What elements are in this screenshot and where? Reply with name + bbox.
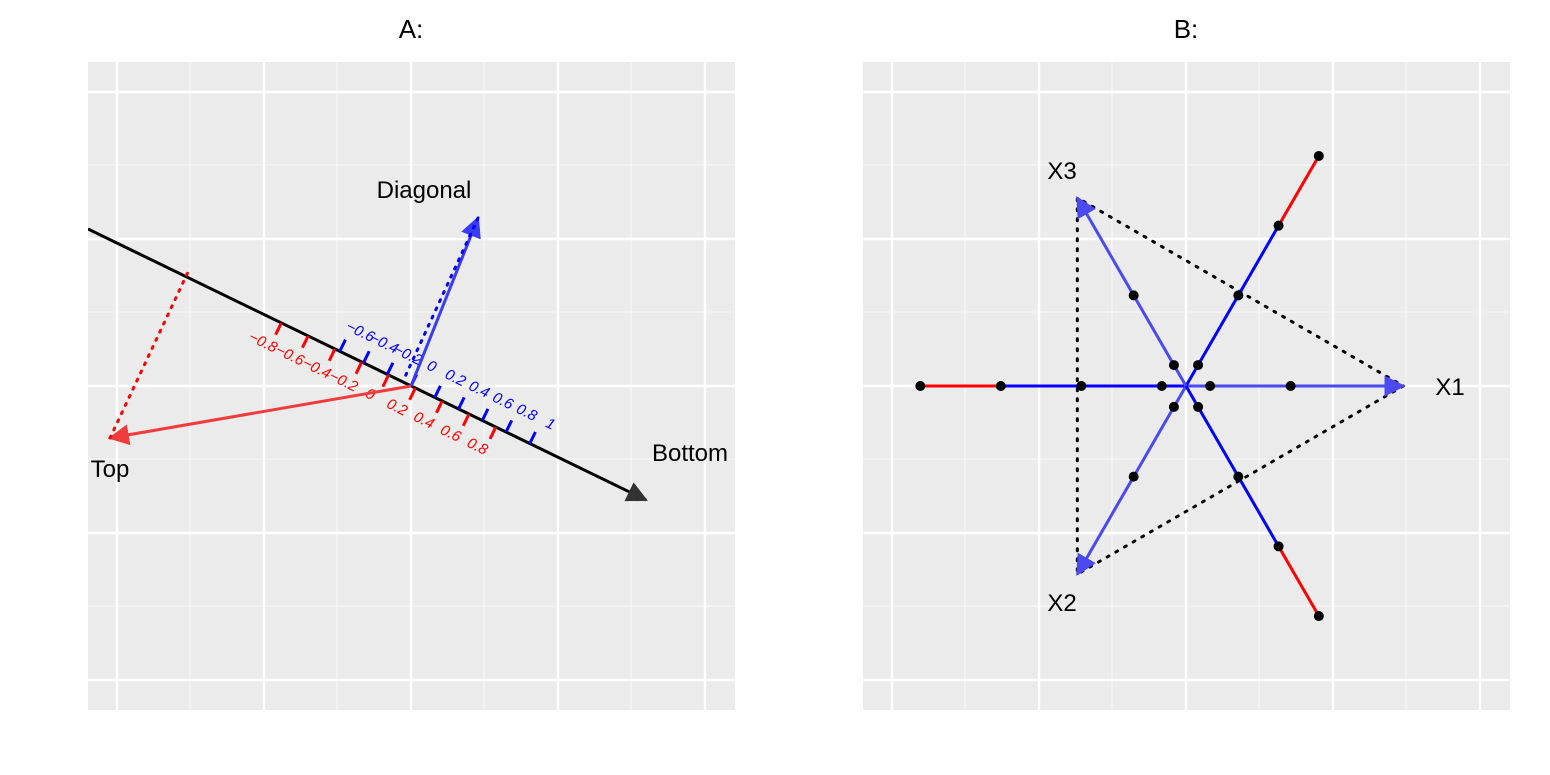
axis-extension-x3 <box>1277 545 1321 617</box>
red-tick-mark <box>381 374 390 388</box>
panel-a-title: A: <box>399 14 424 44</box>
vector-label-bottom: Bottom <box>652 440 728 467</box>
panel-b-content <box>915 150 1407 622</box>
blue-tick-mark <box>457 396 466 410</box>
panel-b-title: B: <box>1174 14 1199 44</box>
panel-a: A: −0.6−0.4−0.2 0 0.20.40.60.8 1−0.8−0.6−0.… <box>88 14 735 710</box>
axis-point-x2 <box>1193 360 1204 371</box>
red-tick-mark <box>488 426 498 440</box>
red-tick-mark <box>408 387 417 401</box>
vector-label-x3: X3 <box>1047 158 1076 185</box>
axis-segment-x3 <box>1184 385 1280 548</box>
panel-b: B: X1 X2 X3 <box>863 14 1510 710</box>
blue-tick-mark <box>362 350 371 364</box>
axis-point-x1 <box>1205 381 1216 391</box>
vector-label-top: Top <box>91 456 130 483</box>
axis-point-x2 <box>1128 471 1139 482</box>
axis-point-x3 <box>1273 541 1284 552</box>
blue-tick-mark <box>338 339 347 353</box>
axis-point-x3 <box>1193 401 1204 412</box>
axis-point-x3 <box>1168 360 1179 371</box>
axis-point-x1 <box>915 381 926 391</box>
red-tick-mark <box>461 413 471 427</box>
axis-point-x1 <box>1076 381 1087 391</box>
axis-point-x2 <box>1313 150 1324 161</box>
vector-label-diagonal: Diagonal <box>377 177 472 204</box>
top-projection <box>108 270 190 440</box>
vector-label-x2: X2 <box>1047 590 1076 617</box>
axis-segment-x2 <box>1184 224 1280 387</box>
blue-tick-mark <box>504 419 514 433</box>
calibrated-axis-line <box>88 227 648 502</box>
red-tick-mark <box>274 322 283 336</box>
axis-extension-x2 <box>1277 155 1321 227</box>
axis-point-x2 <box>1168 401 1179 412</box>
axis-point-x3 <box>1128 290 1139 301</box>
red-tick-mark <box>327 348 337 362</box>
red-tick-mark <box>435 400 444 414</box>
panel-a-content: −0.6−0.4−0.2 0 0.20.40.60.8 1−0.8−0.6−0.4−0… <box>88 216 648 502</box>
axis-point-x2 <box>1233 290 1244 301</box>
axis-point-x3 <box>1233 471 1244 482</box>
axis-point-x1 <box>1156 381 1167 391</box>
blue-tick-mark <box>480 408 490 422</box>
blue-tick-mark <box>385 362 395 376</box>
blue-tick-mark <box>433 385 442 399</box>
diagonal-projection <box>402 216 480 381</box>
top-vector <box>107 384 412 446</box>
vector-label-x1: X1 <box>1435 374 1464 401</box>
diagonal-vector <box>409 216 481 387</box>
axis-point-x2 <box>1273 220 1284 231</box>
blue-tick-mark <box>528 431 537 445</box>
red-tick-mark <box>301 335 310 349</box>
axis-point-x3 <box>1313 611 1324 622</box>
axis-point-x1 <box>995 381 1006 391</box>
red-tick-mark <box>354 361 364 375</box>
axis-point-x1 <box>1285 381 1296 391</box>
